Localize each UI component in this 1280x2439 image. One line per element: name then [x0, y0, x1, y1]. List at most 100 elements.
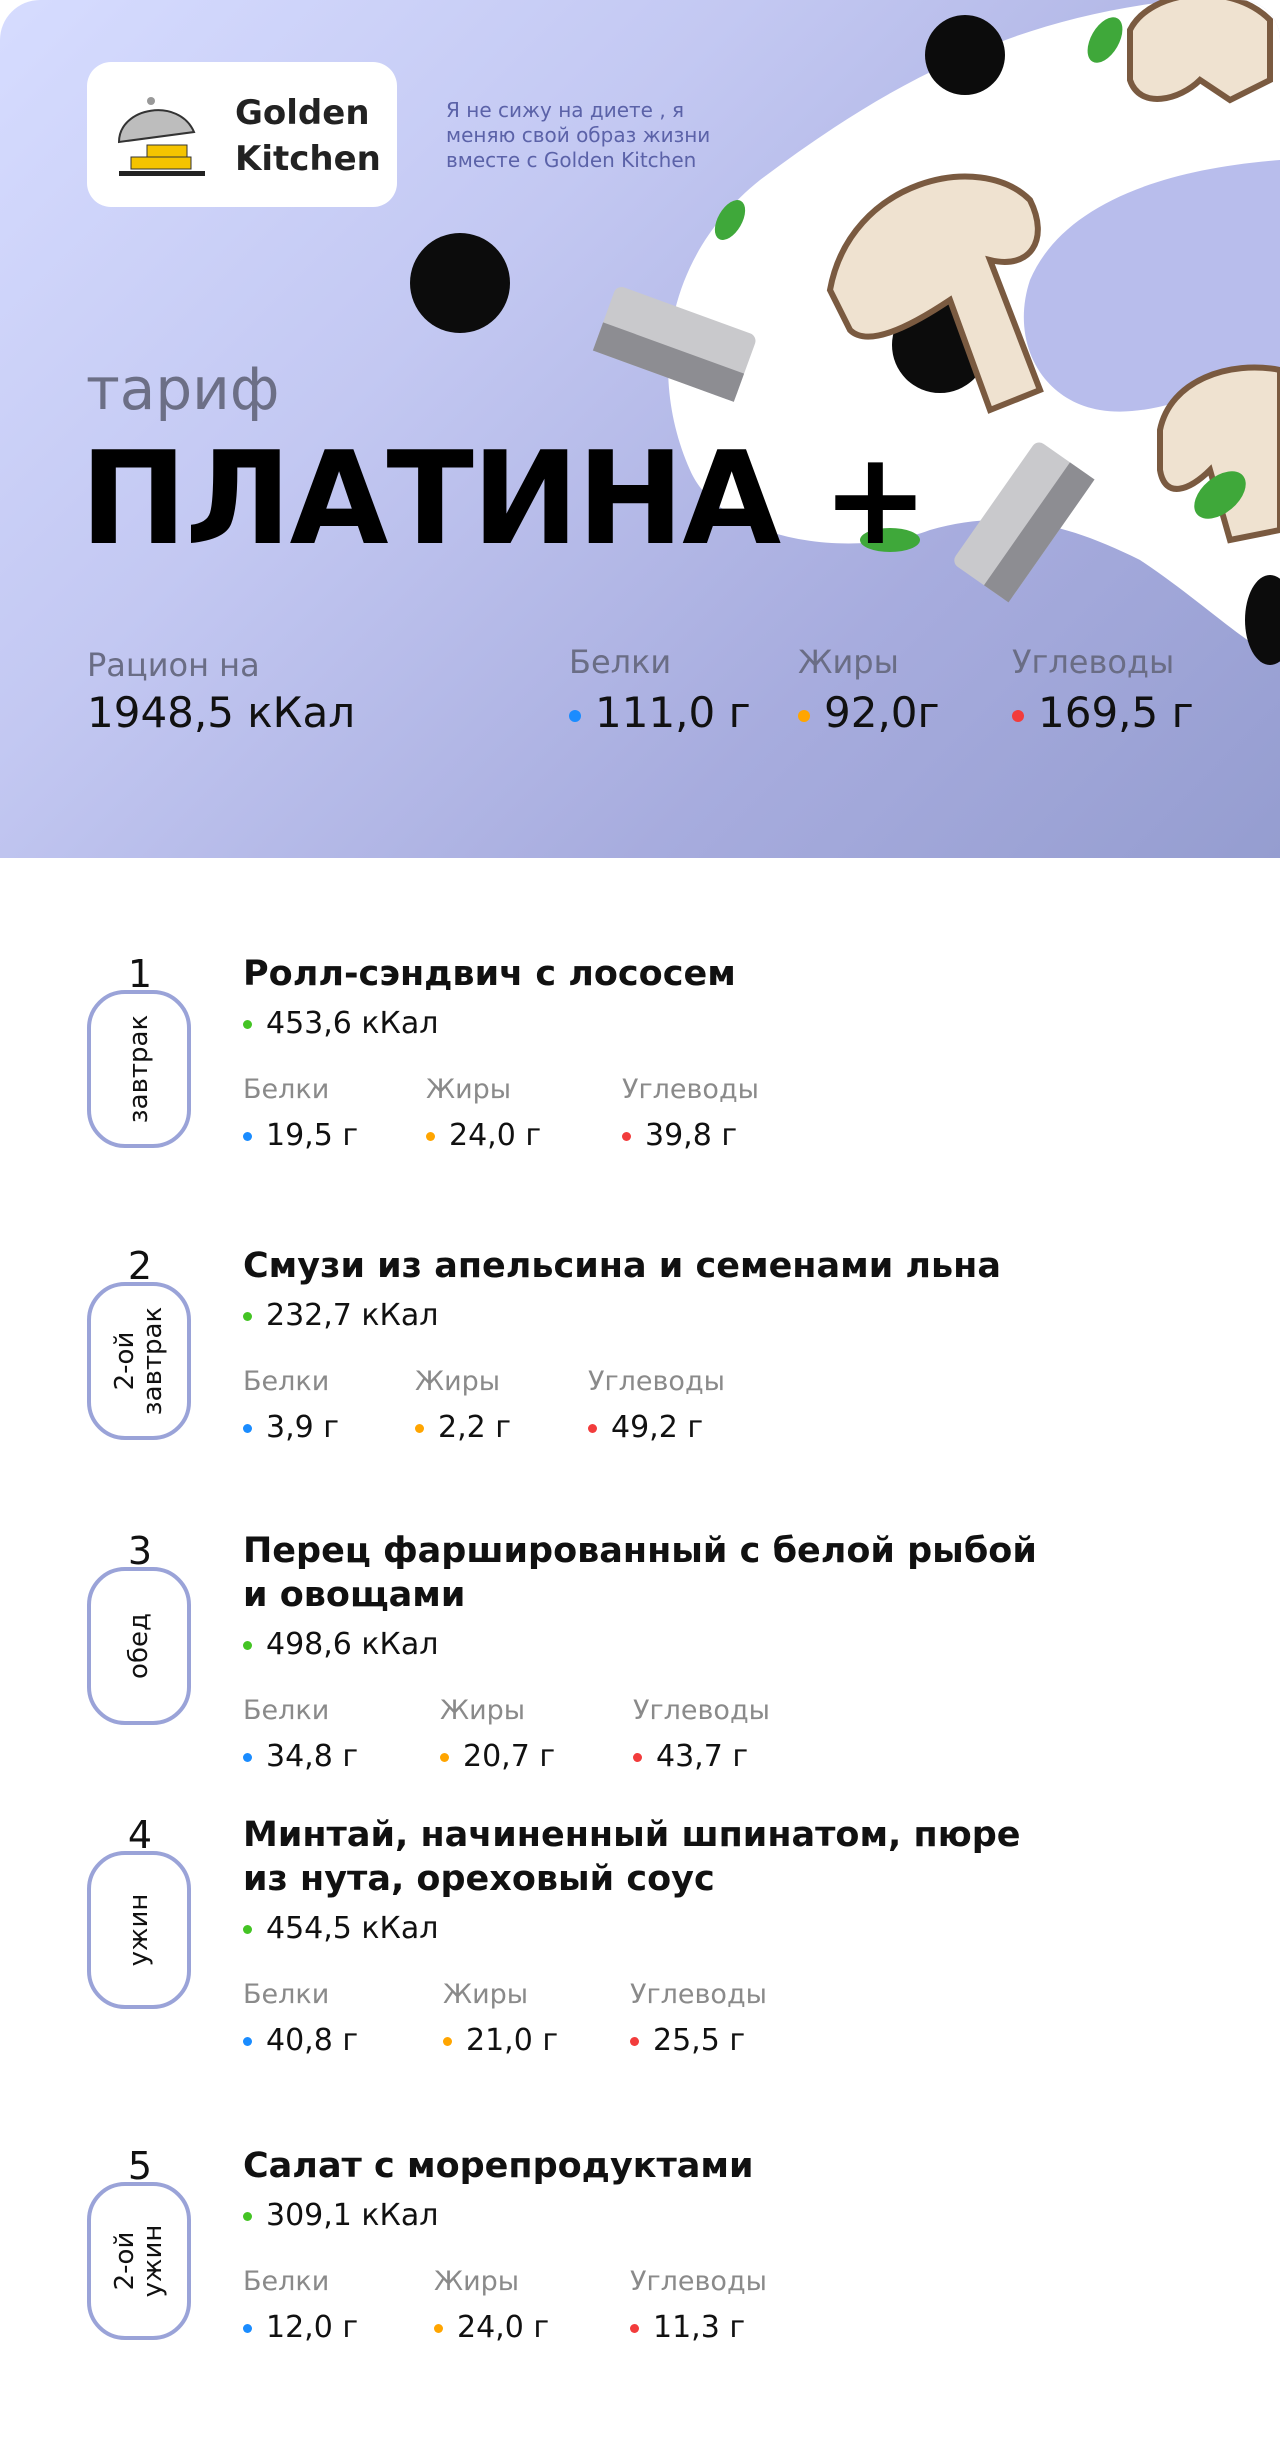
- carbs-value: 169,5 г: [1012, 688, 1194, 737]
- meal-type-badge: завтрак: [87, 990, 191, 1148]
- carbs-dot-icon: [1012, 709, 1024, 722]
- meal-protein-value: 19,5 г: [243, 1118, 358, 1153]
- ration-value: 1948,5 кКал: [87, 688, 356, 737]
- carbs-dot-icon: [630, 2037, 639, 2046]
- protein-dot-icon: [243, 1424, 252, 1433]
- basil-leaf-icon: [1194, 471, 1246, 519]
- meal-kcal: 309,1 кКал: [243, 2198, 438, 2233]
- mushroom-icon: [1127, 0, 1273, 104]
- kcal-dot-icon: [243, 1641, 252, 1650]
- hero-banner: Golden Kitchen Я не сижу на диете , я мен…: [0, 0, 1280, 858]
- meal-carbs-value: 11,3 г: [630, 2310, 745, 2345]
- protein-dot-icon: [243, 1132, 252, 1141]
- meal-protein-value: 34,8 г: [243, 1739, 358, 1774]
- meal-carbs-label: Углеводы: [630, 1979, 767, 2010]
- brand-name: Golden Kitchen: [235, 93, 381, 179]
- meal-fat-value: 20,7 г: [440, 1739, 555, 1774]
- carbs-dot-icon: [630, 2324, 639, 2333]
- meal-protein-label: Белки: [243, 1979, 330, 2010]
- meal-type-badge: 2-ой завтрак: [87, 1282, 191, 1440]
- meal-title: Салат с морепродуктами: [243, 2146, 754, 2186]
- olive-icon: [925, 15, 1005, 95]
- meal-fat-label: Жиры: [415, 1366, 501, 1397]
- meal-carbs-label: Углеводы: [622, 1074, 759, 1105]
- ration-label: Рацион на: [87, 646, 260, 684]
- kcal-dot-icon: [243, 2212, 252, 2221]
- meal-number: 2: [127, 1244, 153, 1288]
- fat-dot-icon: [798, 709, 810, 722]
- meal-protein-value: 12,0 г: [243, 2310, 358, 2345]
- protein-value: 111,0 г: [569, 688, 751, 737]
- meal-kcal: 454,5 кКал: [243, 1911, 438, 1946]
- fat-value: 92,0г: [798, 688, 940, 737]
- kcal-dot-icon: [243, 1925, 252, 1934]
- meal-type-label: обед: [124, 1613, 154, 1679]
- meal-protein-value: 40,8 г: [243, 2023, 358, 2058]
- meal-carbs-value: 25,5 г: [630, 2023, 745, 2058]
- fat-label: Жиры: [798, 643, 899, 681]
- meal-carbs-label: Углеводы: [633, 1695, 770, 1726]
- kcal-dot-icon: [243, 1312, 252, 1321]
- meal-type-label: 2-ой ужин: [110, 2224, 168, 2298]
- carbs-dot-icon: [633, 1753, 642, 1762]
- meal-kcal: 498,6 кКал: [243, 1627, 438, 1662]
- fat-dot-icon: [440, 1753, 449, 1762]
- platinum-bar-icon: [954, 442, 1095, 603]
- meal-type-label: завтрак: [124, 1014, 154, 1124]
- carbs-dot-icon: [622, 1132, 631, 1141]
- plan-name: ПЛАТИНА +: [80, 425, 929, 574]
- meal-protein-value: 3,9 г: [243, 1410, 339, 1445]
- meal-fat-label: Жиры: [426, 1074, 512, 1105]
- carbs-dot-icon: [588, 1424, 597, 1433]
- meal-fat-label: Жиры: [440, 1695, 526, 1726]
- meal-title: Смузи из апельсина и семенами льна: [243, 1246, 1001, 1286]
- protein-dot-icon: [243, 2037, 252, 2046]
- meal-protein-label: Белки: [243, 1695, 330, 1726]
- meal-title: Перец фаршированный с белой рыбой и овощ…: [243, 1531, 1037, 1615]
- olive-icon: [1245, 575, 1280, 665]
- meal-type-badge: 2-ой ужин: [87, 2182, 191, 2340]
- mushroom-icon: [826, 173, 1044, 414]
- meal-number: 3: [127, 1529, 153, 1573]
- meal-kcal: 453,6 кКал: [243, 1006, 438, 1041]
- mushroom-icon: [1157, 364, 1280, 544]
- basil-leaf-icon: [1087, 17, 1123, 63]
- meal-protein-label: Белки: [243, 1366, 330, 1397]
- meal-type-label: 2-ой завтрак: [110, 1306, 168, 1416]
- cloche-gold-bars-icon: [117, 97, 205, 176]
- meal-carbs-label: Углеводы: [588, 1366, 725, 1397]
- food-decoration: [410, 0, 1280, 665]
- brand-logo[interactable]: Golden Kitchen: [87, 62, 397, 207]
- fat-dot-icon: [443, 2037, 452, 2046]
- meal-fat-value: 21,0 г: [443, 2023, 558, 2058]
- meal-fat-value: 24,0 г: [434, 2310, 549, 2345]
- meal-title: Минтай, начиненный шпинатом, пюре из нут…: [243, 1815, 1021, 1899]
- meal-number: 4: [127, 1813, 153, 1857]
- meal-title: Ролл-сэндвич с лососем: [243, 954, 736, 994]
- protein-label: Белки: [569, 643, 672, 681]
- fat-dot-icon: [415, 1424, 424, 1433]
- protein-dot-icon: [569, 709, 581, 722]
- meal-fat-value: 2,2 г: [415, 1410, 511, 1445]
- meal-carbs-value: 43,7 г: [633, 1739, 748, 1774]
- plan-prefix: тариф: [86, 355, 280, 423]
- meal-fat-value: 24,0 г: [426, 1118, 541, 1153]
- kcal-dot-icon: [243, 1020, 252, 1029]
- fat-dot-icon: [426, 1132, 435, 1141]
- meal-type-label: ужин: [124, 1893, 154, 1967]
- meal-kcal: 232,7 кКал: [243, 1298, 438, 1333]
- meal-type-badge: ужин: [87, 1851, 191, 2009]
- fat-dot-icon: [434, 2324, 443, 2333]
- meal-type-badge: обед: [87, 1567, 191, 1725]
- meal-carbs-value: 49,2 г: [588, 1410, 703, 1445]
- meal-protein-label: Белки: [243, 2266, 330, 2297]
- meal-carbs-label: Углеводы: [630, 2266, 767, 2297]
- protein-dot-icon: [243, 1753, 252, 1762]
- protein-dot-icon: [243, 2324, 252, 2333]
- olive-icon: [410, 233, 510, 333]
- meal-number: 5: [127, 2144, 153, 2188]
- basil-leaf-icon: [714, 200, 746, 240]
- meal-fat-label: Жиры: [434, 2266, 520, 2297]
- carbs-label: Углеводы: [1012, 643, 1175, 681]
- platinum-bar-icon: [592, 287, 756, 402]
